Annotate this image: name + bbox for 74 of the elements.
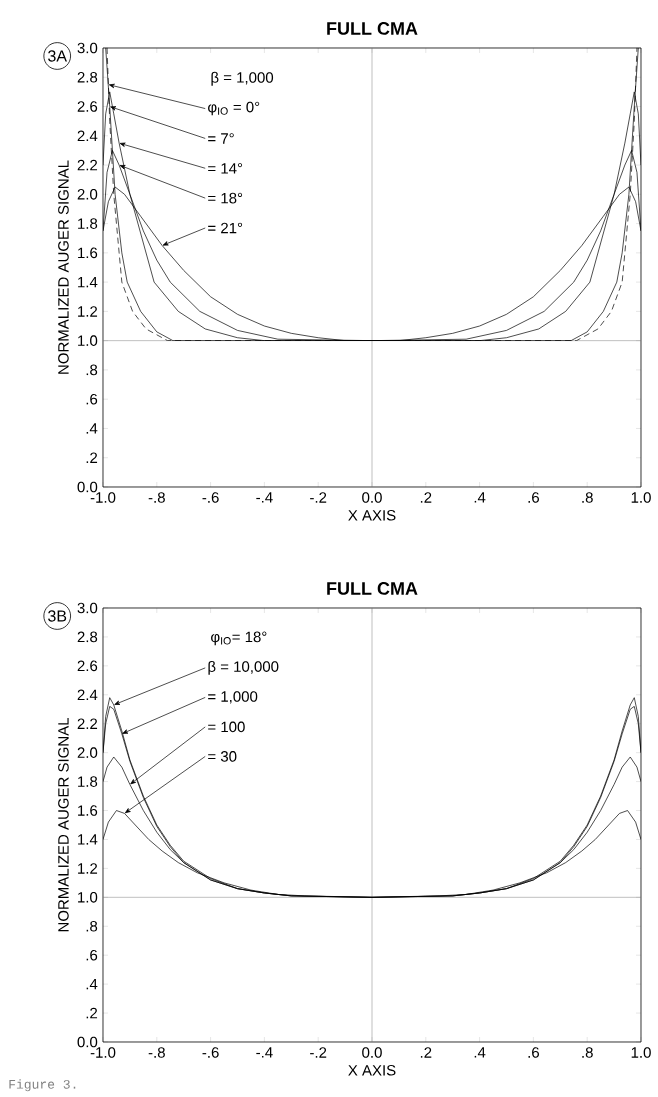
y-tick-label: 1.2 bbox=[78, 863, 98, 874]
annotation: = 100 bbox=[208, 721, 245, 733]
annotation: = 1,000 bbox=[208, 691, 258, 704]
annotation: β = 1,000 bbox=[211, 71, 274, 86]
y-tick-label: 2.4 bbox=[77, 689, 98, 701]
y-tick-label: 1.8 bbox=[78, 218, 98, 229]
annotation: = 18° bbox=[208, 192, 243, 204]
y-tick-label: .2 bbox=[86, 1007, 98, 1019]
annotation: = 7° bbox=[208, 133, 234, 144]
x-tick-label: -.4 bbox=[256, 1047, 273, 1058]
annotation: = 14° bbox=[208, 163, 243, 174]
x-tick-label: -.4 bbox=[256, 492, 273, 503]
y-tick-label: 1.0 bbox=[78, 335, 98, 346]
x-tick-label: .6 bbox=[528, 492, 539, 503]
x-tick-label: .2 bbox=[420, 1047, 432, 1058]
y-tick-label: .4 bbox=[86, 978, 98, 990]
x-tick-label: .8 bbox=[582, 492, 593, 503]
annotation: β = 10,000 bbox=[208, 660, 279, 675]
x-tick-label: -1.0 bbox=[90, 1047, 116, 1058]
x-tick-label: .4 bbox=[474, 1047, 486, 1058]
y-tick-label: 2.6 bbox=[77, 101, 98, 112]
y-tick-label: 0.0 bbox=[77, 1036, 98, 1048]
annotation: = 30 bbox=[208, 751, 237, 762]
y-tick-label: .8 bbox=[86, 364, 98, 376]
x-tick-label: 0.0 bbox=[362, 492, 382, 503]
x-tick-label: -.8 bbox=[148, 1047, 165, 1058]
y-tick-label: .4 bbox=[86, 423, 98, 434]
y-tick-label: 1.4 bbox=[78, 834, 98, 845]
chart-title: FULL CMA bbox=[327, 582, 418, 595]
y-tick-label: 1.2 bbox=[78, 306, 98, 317]
caption: Figure 3. bbox=[9, 1079, 76, 1092]
y-axis-title: NORMALIZED AUGER SIGNAL bbox=[58, 717, 69, 932]
x-tick-label: 1.0 bbox=[631, 1047, 651, 1058]
x-tick-label: .6 bbox=[528, 1047, 539, 1058]
text: 3A bbox=[48, 50, 67, 62]
annotation: φ$_{IO}$ = 0° bbox=[208, 101, 260, 116]
x-tick-label: -.6 bbox=[202, 492, 219, 503]
y-tick-label: 1.6 bbox=[78, 247, 98, 259]
y-tick-label: 0.0 bbox=[77, 481, 98, 493]
y-tick-label: .2 bbox=[86, 452, 98, 463]
y-tick-label: 1.6 bbox=[78, 805, 98, 816]
y-axis-title: NORMALIZED AUGER SIGNAL bbox=[58, 160, 69, 374]
y-tick-label: 2.0 bbox=[77, 747, 98, 758]
y-tick-label: 1.4 bbox=[78, 276, 98, 288]
y-tick-label: 2.2 bbox=[77, 718, 98, 729]
y-tick-label: 2.8 bbox=[77, 71, 98, 83]
x-tick-label: .8 bbox=[582, 1047, 593, 1058]
y-tick-label: .8 bbox=[86, 920, 98, 932]
y-tick-label: 2.2 bbox=[77, 159, 98, 171]
y-tick-label: 2.0 bbox=[77, 189, 98, 200]
y-tick-label: 3.0 bbox=[77, 42, 98, 54]
x-tick-label: -.8 bbox=[148, 492, 165, 503]
y-tick-label: .6 bbox=[86, 393, 98, 405]
annotation: = 21° bbox=[208, 222, 243, 234]
y-tick-label: 2.8 bbox=[77, 631, 98, 643]
x-tick-label: 0.0 bbox=[362, 1047, 382, 1058]
x-tick-label: -.2 bbox=[310, 1047, 327, 1058]
y-tick-label: 3.0 bbox=[77, 602, 98, 614]
x-tick-label: -.2 bbox=[310, 492, 327, 503]
annotation: φ$_{IO}$= 18° bbox=[211, 631, 267, 646]
x-tick-label: .2 bbox=[420, 492, 432, 503]
y-tick-label: 2.4 bbox=[77, 130, 98, 142]
x-tick-label: 1.0 bbox=[631, 492, 651, 503]
x-axis-title: X AXIS bbox=[348, 510, 396, 521]
y-tick-label: 2.6 bbox=[77, 660, 98, 672]
x-tick-label: -.6 bbox=[202, 1047, 219, 1058]
y-tick-label: .6 bbox=[86, 949, 98, 961]
x-tick-label: .4 bbox=[474, 492, 486, 503]
y-tick-label: 1.0 bbox=[78, 892, 98, 903]
x-tick-label: -1.0 bbox=[90, 492, 116, 503]
y-tick-label: 1.8 bbox=[78, 776, 98, 787]
chart-title: FULL CMA bbox=[327, 22, 418, 35]
text: 3B bbox=[48, 610, 67, 622]
x-axis-title: X AXIS bbox=[348, 1065, 396, 1076]
